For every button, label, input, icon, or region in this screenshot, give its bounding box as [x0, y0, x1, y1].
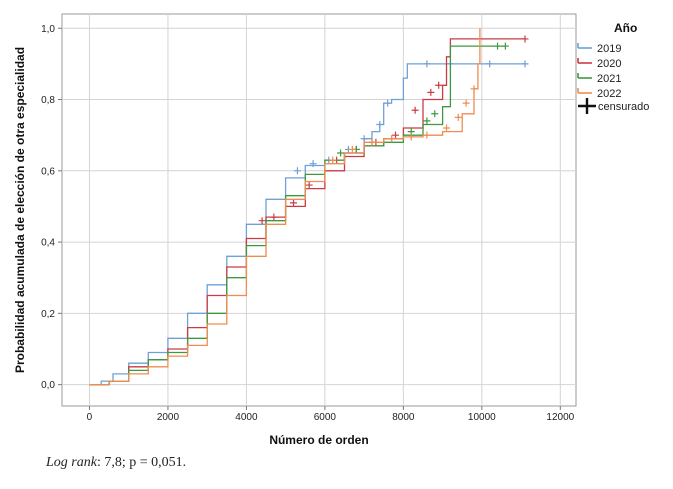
censored-mark-2019: [293, 167, 301, 175]
x-tick-label: 12000: [546, 412, 574, 423]
censored-mark-2022: [368, 138, 376, 146]
x-tick-label: 0: [87, 412, 93, 423]
plot-area: [61, 13, 577, 407]
x-tick-label: 10000: [468, 412, 496, 423]
censored-mark-2021: [494, 42, 502, 50]
censored-mark-2022: [348, 145, 356, 153]
censored-mark-2020: [289, 199, 297, 207]
caption-log-rank-value: : 7,8; p = 0,051.: [96, 455, 187, 470]
censored-mark-2020: [305, 181, 313, 189]
censored-mark-2019: [309, 160, 317, 168]
censored-mark-2020: [521, 35, 529, 43]
censored-mark-2019: [486, 60, 494, 68]
series-layer: [89, 28, 529, 386]
censored-mark-2021: [337, 149, 345, 157]
legend-item-censored: censurado: [578, 98, 649, 114]
censored-mark-2019: [384, 99, 392, 107]
censored-mark-2020: [411, 106, 419, 114]
censored-mark-2022: [443, 124, 451, 132]
x-tick-label: 2000: [157, 412, 180, 423]
x-tick-label: 4000: [235, 412, 258, 423]
y-tick-label: 0,2: [41, 309, 55, 320]
censored-mark-2022: [454, 113, 462, 121]
censored-mark-2021: [423, 117, 431, 125]
legend-label-2019: 2019: [597, 43, 621, 55]
censored-mark-2020: [270, 213, 278, 221]
legend-label-censored: censurado: [598, 101, 649, 113]
y-tick-label: 0,4: [41, 238, 55, 249]
censored-mark-2022: [329, 156, 337, 164]
series-line-2022: [89, 28, 481, 386]
censored-mark-2020: [258, 217, 266, 225]
x-tick-label: 8000: [392, 412, 415, 423]
censored-mark-2019: [423, 60, 431, 68]
censored-mark-2022: [462, 99, 470, 107]
x-axis-ticks: 0 2000 4000 6000 8000 10000 12000: [87, 406, 575, 423]
censored-mark-2019: [521, 60, 529, 68]
censored-mark-2022: [423, 131, 431, 139]
kaplan-meier-chart: 0 2000 4000 6000 8000 10000 12000 0,0 0,2 0,4 0,6…: [13, 13, 649, 447]
censored-mark-2020: [392, 131, 400, 139]
log-rank-caption: Log rank: 7,8; p = 0,051.: [46, 455, 186, 471]
censored-mark-2019: [376, 120, 384, 128]
y-tick-label: 0,0: [41, 380, 55, 391]
censored-mark-2020: [435, 81, 443, 89]
y-tick-label: 0,6: [41, 166, 55, 177]
legend-title: Año: [614, 21, 637, 35]
legend-label-2021: 2021: [597, 73, 621, 85]
legend-label-2022: 2022: [597, 88, 621, 100]
censored-mark-2022: [407, 133, 415, 141]
y-tick-label: 0,8: [41, 95, 55, 106]
legend-label-2020: 2020: [597, 58, 621, 70]
y-tick-label: 1,0: [41, 24, 55, 35]
x-tick-label: 6000: [314, 412, 337, 423]
censored-mark-2022: [470, 85, 478, 93]
caption-log-rank-label: Log rank: [46, 455, 97, 470]
censored-mark-2019: [360, 135, 368, 143]
censored-mark-2022: [388, 135, 396, 143]
grid-lines: [62, 14, 576, 406]
legend: Año 2019 2020 2021 2022 censurado: [577, 21, 649, 114]
y-axis-title: Probabilidad acumulada de elección de ot…: [13, 47, 27, 373]
y-axis-ticks: 0,0 0,2 0,4 0,6 0,8 1,0: [41, 24, 62, 391]
censored-mark-2020: [427, 88, 435, 96]
x-axis-title: Número de orden: [269, 433, 368, 447]
censored-mark-2021: [431, 110, 439, 118]
censored-mark-2021: [501, 42, 509, 50]
